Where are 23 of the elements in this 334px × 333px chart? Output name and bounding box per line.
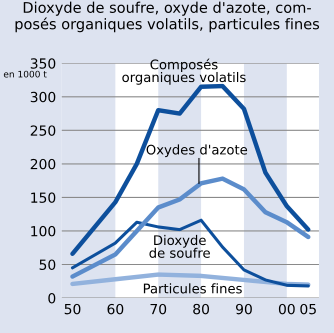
line-series xyxy=(70,84,310,256)
y-axis-title: en 1000 t xyxy=(4,70,47,78)
y-tick-label: 50 xyxy=(40,259,56,270)
line-series xyxy=(70,176,310,279)
y-tick-label: 300 xyxy=(30,92,56,102)
text: Oxydes d'azote xyxy=(146,144,248,158)
chart-title: Dioxyde de soufre, oxyde d'azote, com- posés organiques volatils, particules fines xyxy=(16,2,320,32)
y-tick-label: 250 xyxy=(30,125,56,136)
series-label: Particules fines xyxy=(144,283,242,294)
x-tick-label: 90 xyxy=(236,304,252,314)
y-tick-label: 100 xyxy=(31,226,56,236)
x-tick-label: 05 xyxy=(300,304,316,314)
series-label: Composés organiques volatils xyxy=(122,58,246,85)
x-tick-label: 70 xyxy=(150,304,166,314)
x-tick-label: 50 xyxy=(64,304,80,314)
y-tick-label: 350 xyxy=(30,58,56,69)
series-label: Dioxyde de soufre xyxy=(149,234,210,258)
x-tick-label: 00 xyxy=(278,304,295,314)
y-tick-label: 200 xyxy=(30,158,56,170)
y-tick-label: 150 xyxy=(31,192,56,203)
x-tick-label: 60 xyxy=(108,304,124,314)
x-tick-label: 80 xyxy=(193,304,210,314)
y-tick-label: 0 xyxy=(48,293,56,304)
